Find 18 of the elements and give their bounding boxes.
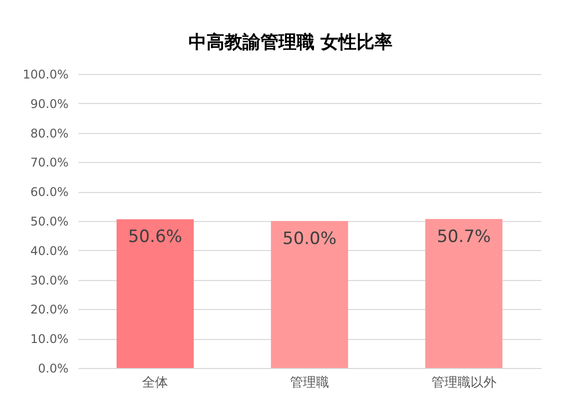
x-tick-label: 全体 <box>142 376 168 390</box>
y-tick-label: 20.0% <box>30 302 68 317</box>
y-tick-label: 80.0% <box>30 126 68 140</box>
data-label: 50.0% <box>282 229 337 249</box>
y-tick-label: 40.0% <box>30 244 68 258</box>
y-tick-label: 30.0% <box>30 273 68 288</box>
y-tick-label: 0.0% <box>38 362 68 376</box>
data-label: 50.7% <box>436 226 491 247</box>
y-tick-label: 50.0% <box>30 214 68 228</box>
x-tick-label: 管理職 <box>290 376 329 390</box>
y-tick-label: 100.0% <box>22 68 68 82</box>
y-tick-label: 90.0% <box>30 96 68 111</box>
y-tick-label: 70.0% <box>30 156 68 170</box>
x-tick-label: 管理職以外 <box>431 376 496 390</box>
chart-title: 中高教諭管理職 女性比率 <box>188 32 393 53</box>
data-label: 50.6% <box>128 227 182 248</box>
y-tick-label: 10.0% <box>30 332 68 346</box>
y-tick-label: 60.0% <box>30 185 68 200</box>
